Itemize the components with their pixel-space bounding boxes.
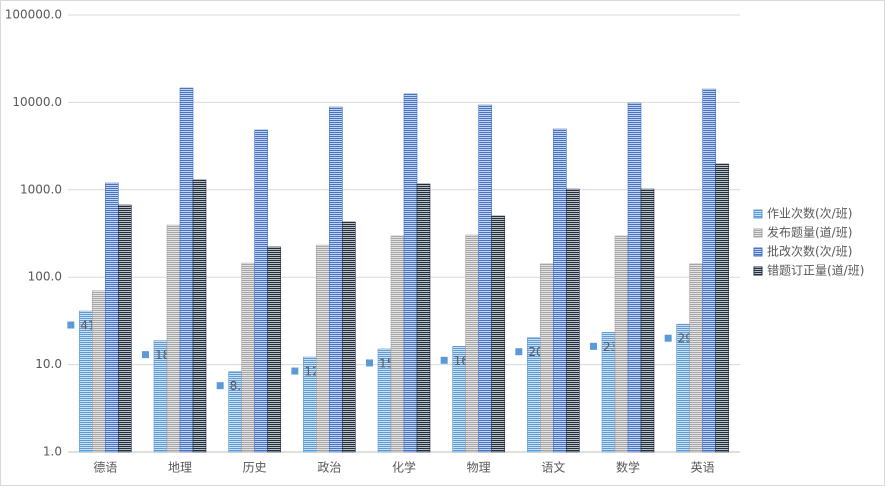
bar	[390, 235, 405, 453]
x-tick-label: 德语	[93, 460, 117, 475]
bar	[566, 188, 580, 453]
legend-swatch	[753, 209, 763, 219]
legend-label: 作业次数(次/班)	[767, 206, 852, 221]
x-tick-label: 历史	[243, 461, 267, 475]
bar	[254, 129, 268, 453]
bar	[614, 235, 629, 453]
legend-label: 批改次数(次/班)	[767, 244, 852, 259]
data-label-marker	[664, 334, 672, 342]
y-tick-label: 100.0	[28, 270, 62, 284]
y-tick-label: 100000.0	[5, 8, 62, 22]
data-label-marker	[291, 367, 299, 375]
bar	[166, 224, 181, 453]
y-tick-label: 10000.0	[12, 95, 62, 109]
x-tick-label: 数学	[616, 460, 640, 475]
bar	[491, 215, 505, 453]
legend-label: 发布题量(道/班)	[767, 225, 852, 240]
y-tick-label: 10.0	[35, 357, 62, 371]
x-tick-label: 英语	[691, 461, 715, 475]
bar	[702, 88, 716, 453]
data-label-marker	[515, 348, 523, 356]
bar	[553, 128, 567, 453]
bar	[329, 106, 343, 453]
bar	[316, 244, 330, 453]
data-label-marker	[440, 356, 448, 364]
data-label-marker	[590, 342, 597, 350]
bar	[540, 263, 554, 453]
y-tick-label: 1.0	[43, 445, 62, 459]
x-tick-label: 语文	[541, 460, 565, 475]
bar	[179, 87, 194, 453]
legend-swatch	[753, 266, 763, 276]
y-tick-label: 1000.0	[20, 182, 62, 196]
bar	[267, 246, 281, 453]
bar	[689, 263, 703, 453]
data-label-marker	[366, 359, 373, 367]
data-label-marker	[216, 382, 224, 390]
x-tick-label: 地理	[168, 461, 192, 475]
bar	[118, 204, 132, 453]
bar	[715, 163, 729, 453]
bar	[465, 234, 479, 453]
x-tick-label: 政治	[317, 461, 341, 475]
bar	[92, 290, 106, 453]
bar	[192, 179, 207, 453]
bar	[241, 262, 255, 453]
bar	[627, 102, 642, 453]
bar	[640, 188, 655, 453]
x-tick-label: 物理	[467, 461, 491, 475]
bar	[403, 93, 418, 453]
legend-label: 错题订正量(道/班)	[767, 264, 864, 278]
bar	[342, 221, 356, 453]
legend-swatch	[753, 247, 763, 257]
bar	[478, 104, 492, 453]
legend-swatch	[753, 228, 763, 238]
bar	[416, 183, 431, 453]
x-tick-label: 化学	[392, 460, 416, 475]
bar	[105, 182, 119, 453]
data-label-marker	[142, 351, 149, 359]
data-label-marker	[67, 321, 75, 329]
